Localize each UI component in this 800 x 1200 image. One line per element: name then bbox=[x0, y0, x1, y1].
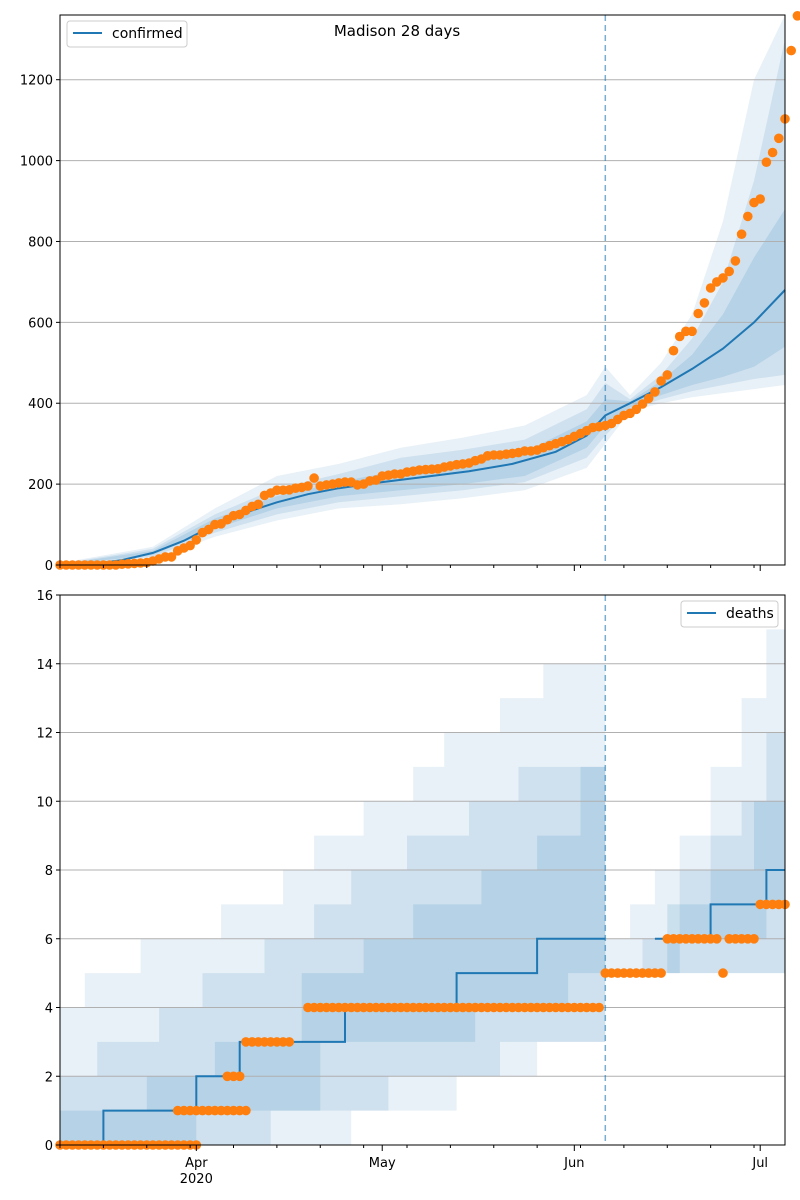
x-tick-sublabel: 2020 bbox=[180, 1172, 213, 1187]
observed-point bbox=[643, 393, 654, 404]
confirmed-axes-frame bbox=[59, 14, 786, 566]
y-tick-label: 0 bbox=[45, 1139, 53, 1154]
observed-point bbox=[718, 273, 728, 283]
y-tick-label: 8 bbox=[45, 864, 53, 879]
confirmed-x-ticks bbox=[59, 565, 761, 571]
x-tick-label: Jun bbox=[563, 1156, 584, 1171]
observed-point bbox=[650, 387, 660, 397]
observed-point bbox=[705, 283, 716, 293]
x-tick-label: May bbox=[369, 1156, 396, 1171]
confirmed-model-line bbox=[59, 289, 786, 566]
observed-point bbox=[724, 266, 734, 277]
x-tick-label: Apr bbox=[185, 1156, 208, 1171]
observed-point bbox=[774, 133, 784, 144]
confirmed-legend-label: confirmed bbox=[112, 26, 183, 42]
deaths-y-ticks: 0 2 4 6 8 10 12 14 16 bbox=[36, 589, 60, 1154]
observed-point bbox=[755, 194, 765, 204]
observed-point bbox=[656, 968, 666, 978]
y-tick-label: 400 bbox=[28, 397, 53, 412]
observed-point bbox=[730, 256, 741, 266]
observed-point bbox=[234, 1071, 245, 1082]
observed-point bbox=[309, 473, 319, 483]
y-tick-label: 4 bbox=[45, 1002, 53, 1017]
observed-point bbox=[736, 229, 747, 239]
confirmed-legend-box bbox=[66, 20, 188, 48]
observed-point bbox=[668, 345, 679, 356]
observed-point bbox=[699, 298, 710, 308]
observed-point bbox=[662, 370, 673, 380]
deaths-band-middle bbox=[60, 663, 785, 1145]
deaths-observed-points bbox=[55, 899, 790, 1150]
observed-point bbox=[166, 552, 177, 562]
y-tick-label: 6 bbox=[45, 933, 53, 948]
observed-point bbox=[185, 540, 195, 551]
y-tick-label: 14 bbox=[36, 658, 53, 673]
confirmed-gridlines bbox=[60, 79, 785, 485]
observed-point bbox=[792, 11, 800, 21]
observed-point bbox=[712, 934, 722, 944]
observed-point bbox=[594, 1002, 604, 1013]
observed-point bbox=[303, 481, 313, 491]
y-tick-label: 12 bbox=[36, 727, 53, 742]
confirmed-legend: confirmed bbox=[66, 20, 188, 48]
confirmed-y-ticks: 0 200 400 600 800 1000 1200 bbox=[20, 74, 60, 574]
y-tick-label: 16 bbox=[36, 589, 53, 604]
y-tick-label: 600 bbox=[28, 316, 53, 331]
y-tick-label: 200 bbox=[28, 478, 53, 493]
y-tick-label: 1000 bbox=[20, 155, 53, 170]
observed-point bbox=[191, 535, 202, 545]
confirmed-band-middle bbox=[60, 39, 785, 566]
observed-point bbox=[743, 211, 753, 222]
observed-point bbox=[656, 376, 666, 386]
confirmed-observed-points bbox=[55, 11, 800, 570]
y-tick-label: 2 bbox=[45, 1070, 53, 1085]
deaths-legend-box bbox=[680, 600, 779, 628]
y-tick-label: 1200 bbox=[20, 74, 53, 89]
observed-point bbox=[767, 147, 778, 158]
observed-point bbox=[761, 157, 772, 167]
observed-point bbox=[693, 308, 703, 319]
y-tick-label: 10 bbox=[36, 795, 53, 810]
x-tick-label: Jul bbox=[751, 1156, 768, 1171]
figure-title: Madison 28 days bbox=[334, 22, 461, 40]
observed-point bbox=[687, 326, 697, 337]
y-tick-label: 800 bbox=[28, 235, 53, 250]
observed-point bbox=[241, 1105, 251, 1116]
confirmed-panel: 0 200 400 600 800 1000 1200 Madison 28 days co… bbox=[20, 11, 800, 574]
observed-point bbox=[253, 499, 264, 510]
deaths-legend: deaths bbox=[680, 600, 779, 628]
y-tick-label: 0 bbox=[45, 559, 53, 574]
deaths-legend-label: deaths bbox=[726, 606, 774, 622]
observed-point bbox=[637, 399, 648, 409]
observed-point bbox=[284, 1037, 295, 1047]
observed-point bbox=[749, 934, 759, 944]
observed-point bbox=[718, 968, 728, 978]
deaths-band-inner bbox=[60, 766, 785, 1145]
observed-point bbox=[786, 45, 796, 56]
